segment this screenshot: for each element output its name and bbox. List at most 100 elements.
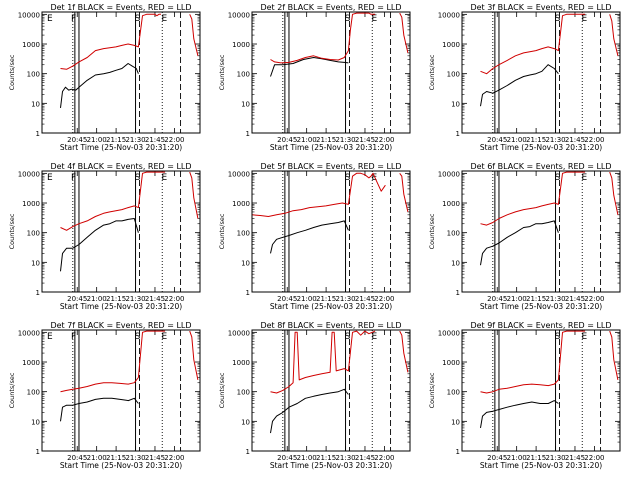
y-tick-label: 100 <box>237 389 250 397</box>
series-line-black <box>480 220 559 266</box>
x-tick-label: 20:45 <box>487 295 507 303</box>
y-tick-label: 10000 <box>228 329 250 337</box>
x-tick-label: 21:00 <box>87 295 107 303</box>
y-tick-label: 1000 <box>22 359 40 367</box>
y-axis-label: Counts/sec <box>428 213 436 249</box>
x-axis-label: Start Time (25-Nov-03 20:31:20) <box>60 143 182 152</box>
series-line-red <box>480 171 586 226</box>
flag-label: S <box>135 332 141 342</box>
flag-label: E <box>47 173 53 183</box>
x-tick-label: 22:00 <box>374 136 394 144</box>
flag-label: S <box>345 14 351 24</box>
y-tick-label: 10 <box>241 418 250 426</box>
series-line-black <box>60 397 139 422</box>
y-tick-label: 10 <box>31 100 40 108</box>
series-line-red <box>270 12 376 64</box>
x-tick-label: 21:30 <box>545 295 565 303</box>
x-tick-label: 21:00 <box>297 295 317 303</box>
panel-3: Det 3f BLACK = Events, RED = LLD 1 10 100 10… <box>428 3 621 152</box>
panel-data <box>252 172 409 254</box>
panel-data <box>60 13 199 108</box>
y-tick-label: 100 <box>447 389 460 397</box>
flag-label: S <box>345 332 351 342</box>
y-tick-label: 10000 <box>228 170 250 178</box>
flag-label: S <box>555 332 561 342</box>
x-tick-label: 21:00 <box>87 454 107 462</box>
series-line-red <box>60 330 166 393</box>
panel-title: Det 4f BLACK = Events, RED = LLD <box>50 162 191 171</box>
y-tick-label: 1000 <box>442 359 460 367</box>
plot-frame <box>251 329 411 452</box>
x-tick-label: 20:45 <box>277 454 297 462</box>
x-tick-label: 22:00 <box>584 454 604 462</box>
x-axis-label: Start Time (25-Nov-03 20:31:20) <box>270 143 392 152</box>
y-tick-label: 10000 <box>438 11 460 19</box>
y-tick-label: 100 <box>27 389 40 397</box>
flag-label: E <box>371 332 377 342</box>
flag-label: S <box>135 14 141 24</box>
y-tick-label: 100 <box>27 71 40 79</box>
panel-6: Det 6f BLACK = Events, RED = LLD 1 10 100 10… <box>428 162 621 311</box>
x-tick-label: 21:30 <box>125 295 145 303</box>
x-axis-label: Start Time (25-Nov-03 20:31:20) <box>480 461 602 470</box>
x-axis-label: Start Time (25-Nov-03 20:31:20) <box>480 302 602 311</box>
x-tick-label: 22:00 <box>374 295 394 303</box>
y-tick-label: 1 <box>246 130 250 138</box>
x-tick-label: 21:15 <box>316 136 336 144</box>
y-tick-label: 100 <box>27 230 40 238</box>
panel-1: Det 1f BLACK = Events, RED = LLD 1 10 100 10… <box>8 3 201 152</box>
y-tick-label: 1000 <box>442 41 460 49</box>
x-tick-label: 22:00 <box>164 136 184 144</box>
x-tick-label: 21:45 <box>565 295 585 303</box>
plot-frame <box>461 170 621 293</box>
x-tick-label: 22:00 <box>584 136 604 144</box>
x-tick-label: 21:00 <box>87 136 107 144</box>
x-tick-label: 21:15 <box>316 295 336 303</box>
series-line-red <box>480 330 586 394</box>
y-tick-label: 10000 <box>438 170 460 178</box>
panel-title: Det 9f BLACK = Events, RED = LLD <box>470 321 611 330</box>
x-tick-label: 21:00 <box>297 136 317 144</box>
y-tick-label: 10000 <box>18 11 40 19</box>
x-tick-label: 21:15 <box>526 136 546 144</box>
x-axis-label: Start Time (25-Nov-03 20:31:20) <box>270 461 392 470</box>
x-tick-label: 21:00 <box>507 136 527 144</box>
y-tick-label: 1 <box>246 448 250 456</box>
y-tick-label: 10 <box>451 259 460 267</box>
x-tick-label: 21:30 <box>545 136 565 144</box>
x-tick-label: 20:45 <box>487 454 507 462</box>
x-axis-label: Start Time (25-Nov-03 20:31:20) <box>270 302 392 311</box>
flag-label: E <box>161 173 167 183</box>
series-line-black <box>60 63 139 108</box>
series-line-red <box>480 13 586 75</box>
panel-title: Det 5f BLACK = Events, RED = LLD <box>260 162 401 171</box>
plot-frame <box>41 11 201 134</box>
x-axis-label: Start Time (25-Nov-03 20:31:20) <box>60 302 182 311</box>
x-tick-label: 21:45 <box>355 454 375 462</box>
series-line-red <box>399 330 409 373</box>
x-tick-label: 20:45 <box>277 295 297 303</box>
x-tick-label: 21:30 <box>335 454 355 462</box>
flag-label: F <box>71 173 76 183</box>
series-line-red <box>399 12 409 54</box>
y-tick-label: 1000 <box>232 41 250 49</box>
x-tick-label: 20:45 <box>277 136 297 144</box>
y-axis-label: Counts/sec <box>218 213 226 249</box>
panel-title: Det 8f BLACK = Events, RED = LLD <box>260 321 401 330</box>
x-tick-label: 21:45 <box>145 136 165 144</box>
series-line-red <box>60 13 161 70</box>
y-tick-label: 10 <box>241 259 250 267</box>
plot-frame <box>251 11 411 134</box>
series-line-red <box>609 14 619 56</box>
flag-label: S <box>555 173 561 183</box>
x-tick-label: 21:30 <box>125 136 145 144</box>
panel-4: Det 4f BLACK = Events, RED = LLD 1 10 100 10… <box>8 162 201 311</box>
panel-title: Det 7f BLACK = Events, RED = LLD <box>50 321 191 330</box>
x-tick-label: 21:00 <box>507 454 527 462</box>
y-tick-label: 10000 <box>438 329 460 337</box>
panel-title: Det 3f BLACK = Events, RED = LLD <box>470 3 611 12</box>
x-tick-label: 21:45 <box>565 136 585 144</box>
flag-label: E <box>371 173 377 183</box>
x-tick-label: 21:30 <box>545 454 565 462</box>
